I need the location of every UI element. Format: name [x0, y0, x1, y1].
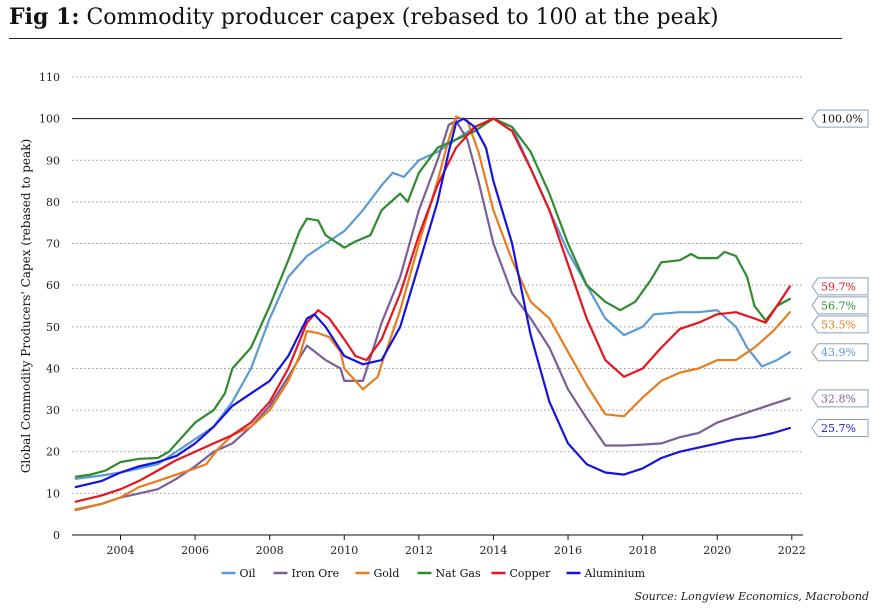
end-label-gold-box — [811, 315, 869, 334]
y-tick-label-70: 70 — [46, 238, 60, 251]
x-tick-label-2018: 2018 — [629, 544, 657, 557]
x-tick-label-2010: 2010 — [330, 544, 358, 557]
x-tick-label-2014: 2014 — [479, 544, 507, 557]
series-line-copper — [74, 117, 791, 503]
legend-label-gold: Gold — [374, 567, 400, 580]
y-axis-label: Global Commodity Producers' Capex (rebas… — [19, 139, 33, 473]
figure-title: Fig 1: Commodity producer capex (rebased… — [9, 4, 719, 30]
series-line-nat-gas — [74, 117, 791, 478]
end-label-oil: 43.9% — [821, 346, 856, 359]
x-tick-label-2006: 2006 — [181, 544, 209, 557]
x-tick-label-2008: 2008 — [256, 544, 284, 557]
series-line-gold — [74, 115, 791, 511]
reference-value-label-box — [811, 109, 869, 128]
x-tick-label-2004: 2004 — [106, 544, 134, 557]
x-tick-label-2016: 2016 — [554, 544, 582, 557]
end-label-oil-box — [811, 343, 869, 362]
end-label-nat-gas: 56.7% — [821, 299, 856, 312]
series-line-aluminium — [74, 117, 791, 489]
legend-label-nat-gas: Nat Gas — [436, 567, 481, 580]
y-tick-label-20: 20 — [46, 446, 60, 459]
end-label-aluminium-box — [811, 418, 869, 437]
x-tick-label-2022: 2022 — [778, 544, 806, 557]
y-tick-label-90: 90 — [46, 154, 60, 167]
y-tick-label-80: 80 — [46, 196, 60, 209]
x-tick-label-2012: 2012 — [405, 544, 433, 557]
y-tick-label-50: 50 — [46, 321, 60, 334]
source-note: Source: Longview Economics, Macrobond — [634, 590, 869, 603]
legend-label-copper: Copper — [510, 567, 552, 580]
end-label-iron-ore: 32.8% — [821, 392, 856, 405]
end-label-gold: 53.5% — [821, 318, 856, 331]
x-tick-label-2020: 2020 — [703, 544, 731, 557]
end-label-copper-box — [811, 277, 869, 296]
y-tick-label-60: 60 — [46, 279, 60, 292]
end-label-iron-ore-box — [811, 389, 869, 408]
end-label-copper: 59.7% — [821, 280, 856, 293]
legend-label-iron-ore: Iron Ore — [292, 567, 340, 580]
end-label-nat-gas-box — [811, 296, 869, 315]
title-rule — [9, 38, 842, 39]
legend-label-aluminium: Aluminium — [584, 567, 646, 580]
legend-label-oil: Oil — [240, 567, 257, 580]
y-tick-label-30: 30 — [46, 404, 60, 417]
figure-title-text: Commodity producer capex (rebased to 100… — [86, 5, 719, 30]
y-tick-label-0: 0 — [53, 529, 60, 542]
y-tick-label-10: 10 — [46, 487, 60, 500]
series-line-iron-ore — [74, 119, 791, 512]
y-tick-label-40: 40 — [46, 362, 60, 375]
y-tick-label-100: 100 — [39, 113, 60, 126]
end-label-aluminium: 25.7% — [821, 422, 856, 435]
figure-title-prefix: Fig 1: — [9, 4, 80, 30]
reference-value-label: 100.0% — [821, 113, 863, 126]
y-tick-label-110: 110 — [39, 71, 60, 84]
